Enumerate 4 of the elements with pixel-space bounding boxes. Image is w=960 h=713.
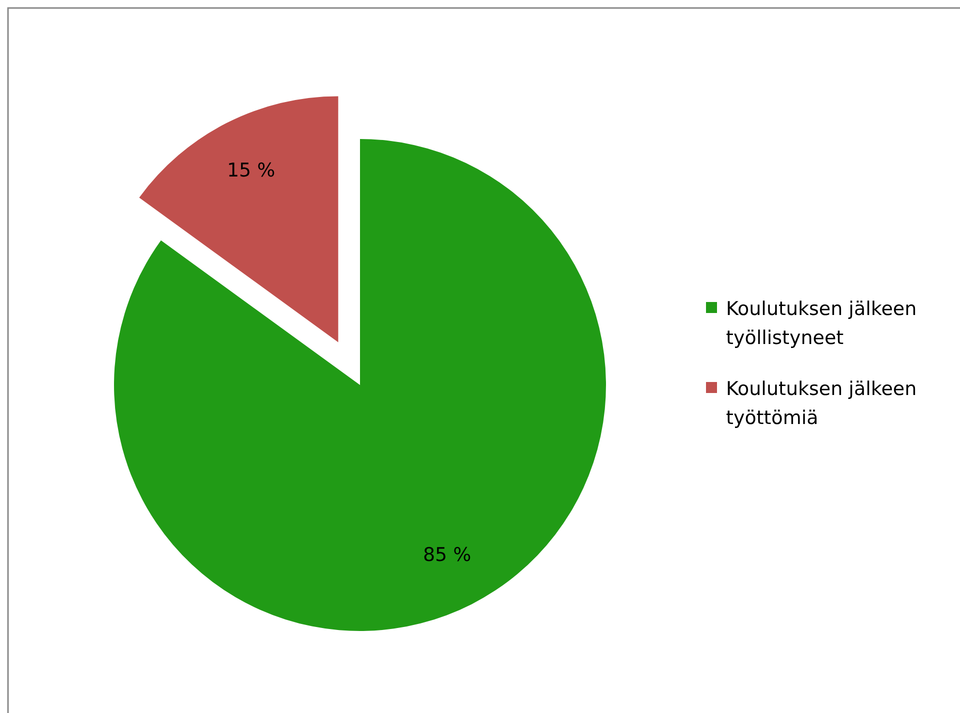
legend-label: Koulutuksen jälkeen työllistyneet: [726, 298, 917, 349]
legend-label: Koulutuksen jälkeen työttömiä: [726, 378, 917, 429]
data-label: 85 %: [422, 544, 472, 566]
data-label: 15 %: [226, 159, 276, 182]
